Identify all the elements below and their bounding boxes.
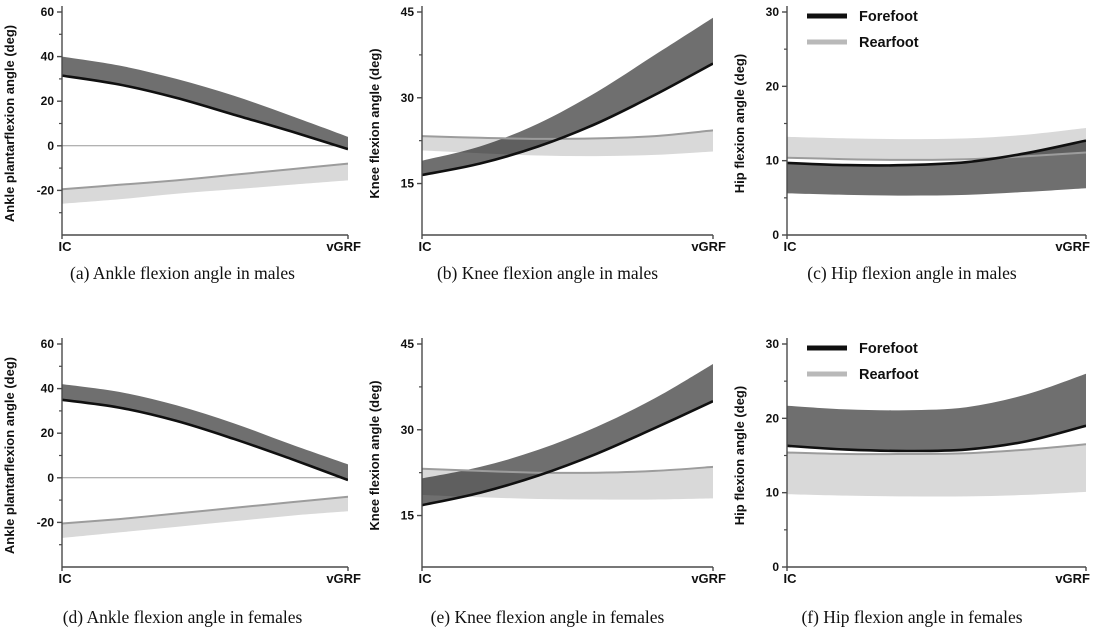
y-tick-label: -20 bbox=[37, 515, 55, 529]
x-tick-label-ic: IC bbox=[784, 239, 798, 254]
plot-area bbox=[422, 17, 713, 177]
rearfoot-mean-line bbox=[422, 465, 713, 474]
caption-a: (a) Ankle flexion angle in males bbox=[70, 263, 295, 283]
y-axis-title: Knee flexion angle (deg) bbox=[367, 380, 382, 530]
chart-hip-males: 30 20 10 0 IC vGRF Hip flexion angle (deg) Fore… bbox=[732, 5, 1090, 254]
forefoot-band bbox=[422, 364, 713, 506]
plot-area bbox=[62, 384, 348, 538]
rearfoot-mean-line bbox=[62, 495, 348, 525]
y-tick-label: 10 bbox=[766, 154, 780, 168]
y-axis-title: Ankle plantarflexion angle (deg) bbox=[2, 25, 17, 222]
caption-f: (f) Hip flexion angle in females bbox=[801, 607, 1023, 627]
x-tick-label-ic: IC bbox=[59, 571, 73, 586]
y-axis-title: Hip flexion angle (deg) bbox=[732, 386, 747, 525]
x-tick-label-vgrf: vGRF bbox=[1055, 571, 1090, 586]
y-tick-label: 15 bbox=[401, 509, 415, 523]
plot-area bbox=[787, 373, 1086, 497]
rearfoot-band bbox=[62, 163, 348, 204]
y-tick-label: 0 bbox=[47, 471, 54, 485]
panel-ankle-males: 60 40 20 0 -20 IC vGRF Ankle plantarflexion ang… bbox=[0, 0, 365, 284]
plot-area bbox=[422, 364, 713, 507]
x-tick-label-ic: IC bbox=[419, 239, 433, 254]
rearfoot-band bbox=[787, 128, 1086, 160]
y-tick-label: 45 bbox=[401, 337, 415, 351]
y-tick-label: 45 bbox=[401, 5, 415, 19]
x-tick-label-vgrf: vGRF bbox=[1055, 239, 1090, 254]
rearfoot-mean-line bbox=[422, 129, 713, 140]
y-tick-label: 20 bbox=[766, 411, 780, 425]
y-tick-label: 20 bbox=[41, 426, 55, 440]
rearfoot-mean-line bbox=[787, 443, 1086, 456]
chart-ankle-males: 60 40 20 0 -20 IC vGRF Ankle plantarflexion ang… bbox=[2, 5, 361, 254]
legend-forefoot-label: Forefoot bbox=[859, 341, 918, 357]
plot-area bbox=[62, 56, 348, 204]
panel-ankle-females: 60 40 20 0 -20 IC vGRF Ankle plantarflexion ang… bbox=[0, 332, 365, 628]
x-tick-label-ic: IC bbox=[784, 571, 798, 586]
y-tick-label: 30 bbox=[766, 337, 780, 351]
caption-e: (e) Knee flexion angle in females bbox=[430, 607, 665, 627]
x-tick-label-vgrf: vGRF bbox=[326, 239, 361, 254]
caption-b: (b) Knee flexion angle in males bbox=[436, 263, 659, 283]
plot-area bbox=[787, 128, 1086, 196]
chart-ankle-females: 60 40 20 0 -20 IC vGRF Ankle plantarflexion ang… bbox=[2, 337, 361, 586]
x-tick-label-ic: IC bbox=[59, 239, 73, 254]
forefoot-mean-line bbox=[62, 398, 348, 482]
legend-rearfoot-label: Rearfoot bbox=[859, 367, 919, 383]
legend-forefoot-label: Forefoot bbox=[859, 9, 918, 25]
forefoot-band bbox=[62, 384, 348, 480]
x-tick-label-vgrf: vGRF bbox=[691, 571, 726, 586]
y-tick-label: 40 bbox=[41, 50, 55, 64]
y-axis-title: Knee flexion angle (deg) bbox=[367, 48, 382, 198]
y-tick-label: 20 bbox=[766, 79, 780, 93]
y-tick-label: 0 bbox=[772, 560, 779, 574]
caption-d: (d) Ankle flexion angle in females bbox=[62, 607, 303, 627]
caption-c: (c) Hip flexion angle in males bbox=[807, 263, 1017, 283]
x-tick-label-vgrf: vGRF bbox=[691, 239, 726, 254]
panel-hip-males: 30 20 10 0 IC vGRF Hip flexion angle (deg) Fore… bbox=[730, 0, 1094, 284]
x-tick-label-vgrf: vGRF bbox=[326, 571, 361, 586]
panel-knee-females: 45 30 15 IC vGRF Knee flexion angle (deg) (e)… bbox=[365, 332, 730, 628]
y-tick-label: 30 bbox=[401, 91, 415, 105]
forefoot-mean-line bbox=[422, 400, 713, 507]
forefoot-mean-line bbox=[422, 62, 713, 177]
chart-knee-males: 45 30 15 IC vGRF Knee flexion angle (deg) bbox=[367, 5, 726, 254]
chart-knee-females: 45 30 15 IC vGRF Knee flexion angle (deg) bbox=[367, 337, 726, 586]
y-tick-label: 30 bbox=[766, 5, 780, 19]
rearfoot-mean-line bbox=[62, 162, 348, 191]
y-tick-label: 15 bbox=[401, 177, 415, 191]
forefoot-mean-line bbox=[787, 139, 1086, 167]
y-tick-label: 60 bbox=[41, 5, 55, 19]
y-tick-label: 60 bbox=[41, 337, 55, 351]
legend-rearfoot-label: Rearfoot bbox=[859, 35, 919, 51]
y-tick-label: 0 bbox=[772, 228, 779, 242]
y-tick-label: 0 bbox=[47, 139, 54, 153]
x-tick-label-ic: IC bbox=[419, 571, 433, 586]
rearfoot-band bbox=[787, 444, 1086, 497]
panel-knee-males: 45 30 15 IC vGRF Knee flexion angle (deg) (b)… bbox=[365, 0, 730, 284]
y-tick-label: 40 bbox=[41, 382, 55, 396]
forefoot-band bbox=[422, 17, 713, 176]
chart-hip-females: 30 20 10 0 IC vGRF Hip flexion angle (deg) Fore… bbox=[732, 337, 1090, 586]
y-tick-label: 20 bbox=[41, 94, 55, 108]
panel-hip-females: 30 20 10 0 IC vGRF Hip flexion angle (deg) Fore… bbox=[730, 332, 1094, 628]
y-axis-title: Hip flexion angle (deg) bbox=[732, 54, 747, 193]
y-axis-title: Ankle plantarflexion angle (deg) bbox=[2, 357, 17, 554]
forefoot-mean-line bbox=[62, 74, 348, 151]
forefoot-band bbox=[787, 140, 1086, 196]
forefoot-mean-line bbox=[787, 424, 1086, 453]
forefoot-band bbox=[787, 373, 1086, 452]
rearfoot-band bbox=[62, 496, 348, 538]
y-tick-label: 30 bbox=[401, 423, 415, 437]
rearfoot-mean-line bbox=[787, 151, 1086, 161]
y-tick-label: 10 bbox=[766, 486, 780, 500]
y-tick-label: -20 bbox=[37, 183, 55, 197]
